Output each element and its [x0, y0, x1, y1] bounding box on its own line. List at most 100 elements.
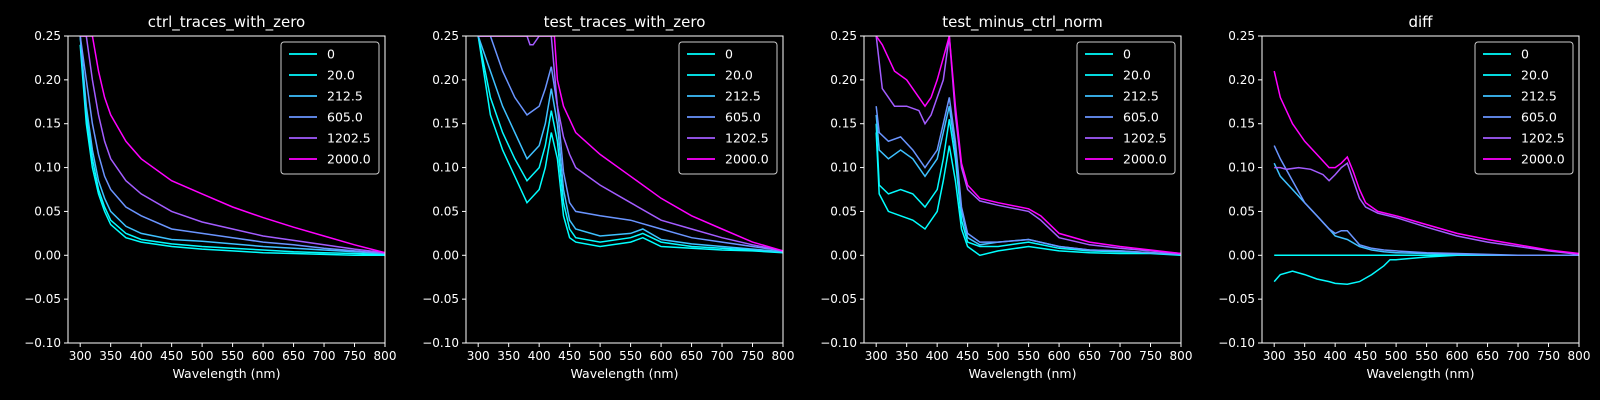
- series-line-212.5: [79, 36, 385, 255]
- x-tick-label: 700: [711, 349, 734, 363]
- subplot-title: diff: [1408, 13, 1433, 31]
- x-tick-label: 500: [1385, 349, 1408, 363]
- y-tick-label: 0.20: [830, 73, 857, 87]
- x-tick-label: 700: [1109, 349, 1132, 363]
- y-tick-label: −0.05: [422, 292, 459, 306]
- legend-label: 0: [1123, 47, 1131, 62]
- series-line-0: [875, 132, 1181, 257]
- subplot-4: diff 300 350 400 450 500 550 600 650 700 750 800 −0.…: [1218, 13, 1590, 381]
- x-tick-label: 550: [1415, 349, 1438, 363]
- x-tick-label: 800: [374, 349, 397, 363]
- series-line-605.0: [79, 36, 385, 255]
- x-tick-label: 650: [1476, 349, 1499, 363]
- legend-label: 212.5: [327, 89, 363, 104]
- y-tick-label: 0.10: [1228, 161, 1255, 175]
- x-axis-label: Wavelength (nm): [173, 366, 281, 381]
- legend-label: 1202.5: [327, 131, 371, 146]
- x-tick-label: 300: [69, 349, 92, 363]
- y-tick-label: 0.20: [1228, 73, 1255, 87]
- legend-label: 212.5: [1123, 89, 1159, 104]
- x-tick-label: 450: [558, 349, 581, 363]
- x-tick-label: 650: [282, 349, 305, 363]
- legend-label: 1202.5: [1521, 131, 1565, 146]
- x-tick-label: 500: [191, 349, 214, 363]
- subplot-2: test_traces_with_zero 300 350 400 450 500 550 6…: [422, 13, 794, 381]
- y-tick-label: −0.05: [1218, 292, 1255, 306]
- legend-label: 212.5: [725, 89, 761, 104]
- x-axis-label: Wavelength (nm): [571, 366, 679, 381]
- x-tick-label: 600: [650, 349, 673, 363]
- y-tick-label: 0.05: [432, 204, 459, 218]
- subplot-title: ctrl_traces_with_zero: [148, 13, 305, 32]
- x-tick-label: 550: [1017, 349, 1040, 363]
- y-tick-label: 0.15: [432, 117, 459, 131]
- legend-label: 20.0: [725, 68, 753, 83]
- x-tick-label: 450: [160, 349, 183, 363]
- y-tick-label: 0.05: [1228, 204, 1255, 218]
- y-tick-label: 0.00: [34, 248, 61, 262]
- x-tick-label: 300: [1263, 349, 1286, 363]
- y-tick-label: −0.10: [422, 336, 459, 350]
- legend-label: 0: [725, 47, 733, 62]
- x-tick-label: 600: [252, 349, 275, 363]
- y-tick-label: 0.25: [830, 29, 857, 43]
- series-line-605.0: [1273, 145, 1579, 257]
- series-line-20.0: [1273, 254, 1579, 285]
- series-line-20.0: [477, 36, 783, 253]
- legend-label: 2000.0: [725, 152, 769, 167]
- y-tick-label: 0.15: [34, 117, 61, 131]
- x-axis-label: Wavelength (nm): [1367, 366, 1475, 381]
- subplot-title: test_traces_with_zero: [544, 13, 706, 32]
- series-line-20.0: [79, 36, 385, 256]
- x-axis-label: Wavelength (nm): [969, 366, 1077, 381]
- subplot-3: test_minus_ctrl_norm 300 350 400 450 500 550 60…: [820, 13, 1192, 381]
- y-tick-label: −0.05: [24, 292, 61, 306]
- y-tick-label: 0.25: [34, 29, 61, 43]
- x-tick-label: 400: [1324, 349, 1347, 363]
- legend-label: 0: [1521, 47, 1529, 62]
- legend-label: 605.0: [327, 110, 363, 125]
- x-tick-label: 800: [1170, 349, 1193, 363]
- x-tick-label: 450: [956, 349, 979, 363]
- legend-label: 1202.5: [1123, 131, 1167, 146]
- y-tick-label: 0.15: [830, 117, 857, 131]
- legend-label: 2000.0: [1521, 152, 1565, 167]
- x-tick-label: 650: [680, 349, 703, 363]
- y-tick-label: 0.00: [1228, 248, 1255, 262]
- y-tick-label: −0.10: [24, 336, 61, 350]
- y-tick-label: 0.25: [432, 29, 459, 43]
- legend-label: 605.0: [1521, 110, 1557, 125]
- x-tick-label: 450: [1354, 349, 1377, 363]
- x-tick-label: 600: [1446, 349, 1469, 363]
- series-line-1202.5: [1274, 161, 1579, 256]
- x-tick-label: 350: [1293, 349, 1316, 363]
- series-line-2000.0: [478, 36, 783, 252]
- x-tick-label: 800: [772, 349, 795, 363]
- series-line-2000.0: [80, 36, 385, 254]
- x-tick-label: 750: [1139, 349, 1162, 363]
- y-tick-label: 0.00: [830, 248, 857, 262]
- x-tick-label: 600: [1048, 349, 1071, 363]
- y-tick-label: 0.05: [34, 204, 61, 218]
- axes-frame: [863, 35, 1182, 344]
- x-tick-label: 800: [1568, 349, 1591, 363]
- x-tick-label: 750: [741, 349, 764, 363]
- x-tick-label: 300: [467, 349, 490, 363]
- legend-label: 1202.5: [725, 131, 769, 146]
- x-tick-label: 550: [619, 349, 642, 363]
- y-tick-label: 0.10: [34, 161, 61, 175]
- subplot-title: test_minus_ctrl_norm: [942, 13, 1103, 32]
- legend: 0 20.0 212.5 605.0 1202.5 2000.0: [280, 41, 380, 175]
- legend: 0 20.0 212.5 605.0 1202.5 2000.0: [1474, 41, 1574, 175]
- axes-frame: [465, 35, 784, 344]
- legend-label: 212.5: [1521, 89, 1557, 104]
- legend-label: 20.0: [327, 68, 355, 83]
- legend-label: 2000.0: [327, 152, 371, 167]
- legend-label: 2000.0: [1123, 152, 1167, 167]
- x-tick-label: 750: [1537, 349, 1560, 363]
- series-line-0: [477, 36, 783, 254]
- x-tick-label: 350: [99, 349, 122, 363]
- x-tick-label: 350: [497, 349, 520, 363]
- y-tick-label: 0.15: [1228, 117, 1255, 131]
- series-line-1202.5: [80, 36, 385, 254]
